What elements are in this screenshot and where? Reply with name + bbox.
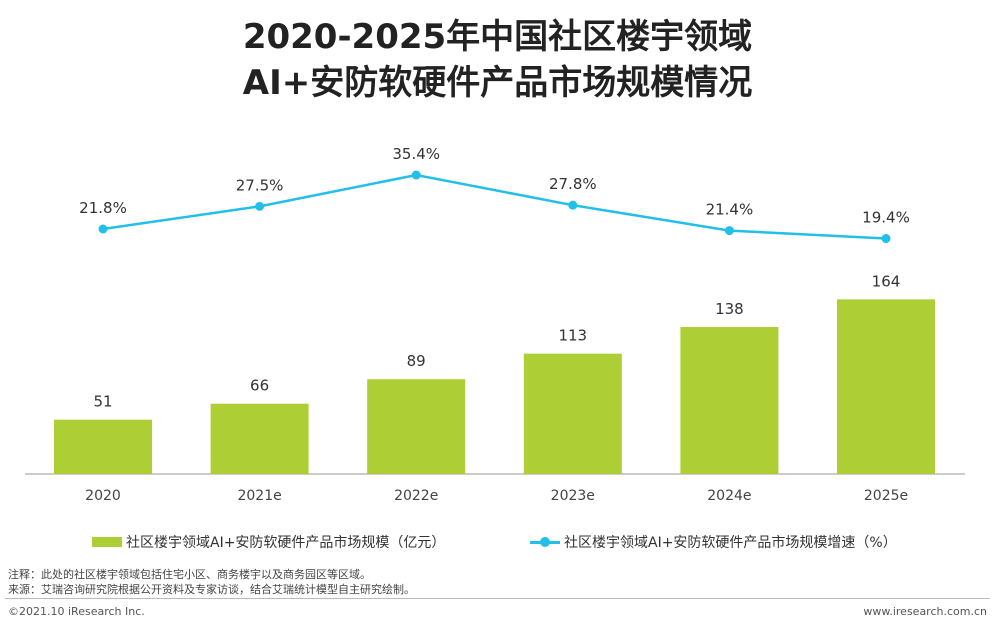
growth-label: 21.8%: [79, 199, 127, 217]
note: 注释：此处的社区楼宇领域包括住宅小区、商务楼宇以及商务园区等区域。: [8, 568, 371, 581]
bar-label: 89: [407, 352, 426, 370]
x-tick-label: 2025e: [864, 488, 908, 504]
x-tick-label: 2021e: [237, 488, 281, 504]
chart-title: 2020-2025年中国社区楼宇领域 AI+安防软硬件产品市场规模情况: [242, 17, 753, 103]
growth-label: 21.4%: [706, 201, 754, 219]
growth-point: [98, 224, 108, 234]
bar-label: 51: [93, 393, 112, 411]
legend-bar: 社区楼宇领域AI+安防软硬件产品市场规模（亿元）: [92, 532, 445, 552]
website: www.iresearch.com.cn: [863, 605, 987, 618]
source: 来源：艾瑞咨询研究院根据公开资料及专家访谈，结合艾瑞统计模型自主研究绘制。: [8, 583, 415, 596]
growth-point: [724, 226, 734, 236]
bar: [680, 327, 779, 474]
growth-point: [255, 201, 265, 211]
chart: 51 2020 66 2021e 89 2022e 113 2023e 138 2024e 164 2…: [25, 145, 965, 504]
bar-label: 66: [250, 377, 269, 395]
x-tick-label: 2023e: [551, 488, 595, 504]
bar-swatch: [92, 537, 122, 547]
growth-label: 27.5%: [236, 176, 284, 194]
bar-label: 164: [872, 272, 901, 290]
copyright: ©2021.10 iResearch Inc.: [8, 605, 145, 618]
growth-label: 35.4%: [392, 145, 440, 163]
legend-line: 社区楼宇领域AI+安防软硬件产品市场规模增速（%）: [530, 532, 897, 552]
x-tick-label: 2020: [85, 488, 121, 504]
growth-label: 19.4%: [862, 209, 910, 227]
growth-point: [568, 200, 578, 210]
bar: [523, 353, 622, 474]
bar: [54, 419, 152, 474]
x-tick-label: 2024e: [707, 488, 751, 504]
growth-line: [102, 173, 887, 240]
bar: [210, 403, 309, 474]
bar: [367, 379, 466, 474]
line-swatch: [530, 537, 560, 547]
growth-label: 27.8%: [549, 175, 597, 193]
bar-label: 138: [715, 300, 744, 318]
x-tick-label: 2022e: [394, 488, 438, 504]
growth-point: [881, 234, 891, 244]
divider: [5, 598, 990, 599]
bar: [837, 299, 935, 474]
growth-point: [411, 170, 421, 180]
bar-label: 113: [558, 327, 587, 345]
